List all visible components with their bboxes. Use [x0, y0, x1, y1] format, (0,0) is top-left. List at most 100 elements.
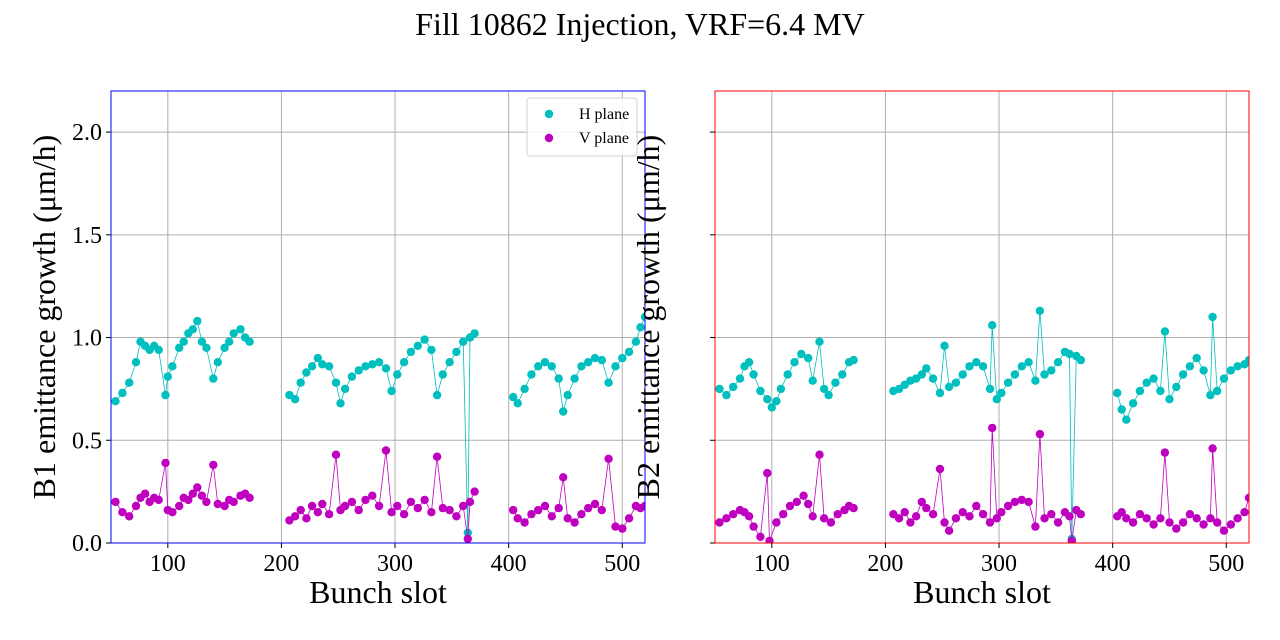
data-point-h-plane: [324, 362, 334, 371]
data-point-h-plane: [1053, 358, 1063, 367]
data-point-h-plane: [985, 384, 995, 394]
data-point-v-plane: [245, 493, 254, 502]
data-point-h-plane: [1206, 390, 1215, 400]
data-point-v-plane: [563, 514, 572, 523]
data-point-h-plane: [554, 374, 563, 383]
data-point-v-plane: [1067, 536, 1076, 543]
data-point-v-plane: [470, 487, 479, 496]
y-tick-label: 0.0: [72, 531, 102, 557]
data-point-v-plane: [1226, 520, 1236, 529]
data-point-v-plane: [220, 501, 229, 511]
legend-marker: [544, 109, 554, 119]
x-tick-label: 500: [604, 551, 640, 577]
data-point-h-plane: [1165, 395, 1174, 404]
data-point-v-plane: [917, 497, 926, 507]
data-point-h-plane: [131, 358, 141, 367]
data-point-v-plane: [819, 514, 829, 523]
data-point-v-plane: [290, 512, 300, 521]
data-point-h-plane: [1160, 327, 1170, 336]
legend-marker: [544, 133, 554, 143]
data-point-v-plane: [140, 489, 150, 498]
data-point-h-plane: [767, 403, 776, 412]
data-point-h-plane: [374, 358, 384, 367]
data-point-h-plane: [111, 397, 120, 406]
data-point-v-plane: [313, 508, 322, 517]
data-point-v-plane: [799, 491, 808, 500]
data-point-v-plane: [1213, 518, 1222, 527]
data-point-h-plane: [1199, 366, 1208, 375]
data-point-h-plane: [1226, 366, 1236, 375]
data-point-v-plane: [590, 499, 600, 509]
data-point-v-plane: [307, 501, 317, 511]
data-point-v-plane: [951, 514, 961, 523]
data-point-h-plane: [302, 368, 311, 377]
data-point-v-plane: [1040, 514, 1049, 523]
data-point-h-plane: [452, 347, 461, 357]
data-point-v-plane: [1076, 510, 1086, 519]
data-point-h-plane: [1172, 382, 1181, 392]
data-point-h-plane: [1244, 355, 1249, 365]
data-point-v-plane: [584, 503, 593, 513]
data-point-h-plane: [838, 370, 847, 379]
data-point-v-plane: [361, 495, 370, 505]
data-point-h-plane: [399, 358, 409, 367]
data-point-v-plane: [296, 505, 305, 515]
data-point-h-plane: [168, 362, 177, 371]
data-point-v-plane: [997, 508, 1006, 517]
data-point-v-plane: [413, 503, 422, 513]
data-point-v-plane: [906, 518, 915, 527]
data-point-h-plane: [161, 390, 170, 400]
data-point-h-plane: [361, 362, 370, 371]
data-point-h-plane: [922, 364, 931, 373]
data-point-v-plane: [175, 501, 184, 511]
data-point-h-plane: [225, 337, 234, 346]
data-point-h-plane: [559, 407, 568, 416]
data-point-v-plane: [792, 497, 801, 507]
data-point-v-plane: [1165, 518, 1174, 527]
data-point-v-plane: [911, 512, 921, 521]
data-point-h-plane: [804, 353, 813, 363]
data-point-h-plane: [1213, 386, 1222, 396]
data-point-h-plane: [534, 362, 543, 371]
series-line-h-plane: [512, 316, 645, 412]
data-point-h-plane: [776, 384, 786, 394]
data-point-h-plane: [1047, 366, 1056, 375]
data-point-h-plane: [520, 384, 529, 394]
data-point-h-plane: [849, 355, 858, 365]
data-point-v-plane: [756, 532, 765, 541]
data-point-v-plane: [213, 499, 222, 509]
data-point-v-plane: [527, 510, 536, 519]
data-point-v-plane: [554, 503, 563, 513]
data-point-v-plane: [1135, 510, 1145, 519]
data-point-h-plane: [1185, 362, 1195, 371]
data-point-v-plane: [1031, 522, 1040, 531]
legend-entry: H plane: [579, 106, 629, 123]
data-point-h-plane: [1010, 370, 1020, 379]
data-point-v-plane: [1244, 493, 1249, 502]
data-point-v-plane: [534, 505, 543, 515]
data-point-h-plane: [413, 341, 422, 350]
data-point-v-plane: [958, 508, 967, 517]
data-point-v-plane: [922, 503, 931, 513]
data-point-h-plane: [229, 329, 238, 338]
data-point-v-plane: [513, 514, 522, 523]
x-axis-label: Bunch slot: [309, 574, 447, 610]
data-point-h-plane: [958, 370, 967, 379]
data-point-h-plane: [387, 386, 396, 396]
data-point-v-plane: [393, 501, 402, 511]
y-axis-label: B1 emittance growth (μm/h): [26, 135, 62, 500]
data-point-v-plane: [1208, 444, 1217, 453]
data-point-v-plane: [347, 497, 357, 507]
data-point-v-plane: [118, 508, 127, 517]
data-point-v-plane: [540, 501, 550, 511]
data-point-h-plane: [744, 358, 754, 367]
data-point-v-plane: [1117, 508, 1126, 517]
data-point-v-plane: [184, 495, 193, 505]
data-point-v-plane: [992, 514, 1001, 523]
plot-frame: [110, 90, 646, 544]
data-point-h-plane: [193, 316, 202, 326]
data-point-h-plane: [427, 345, 436, 355]
data-point-v-plane: [154, 495, 163, 505]
